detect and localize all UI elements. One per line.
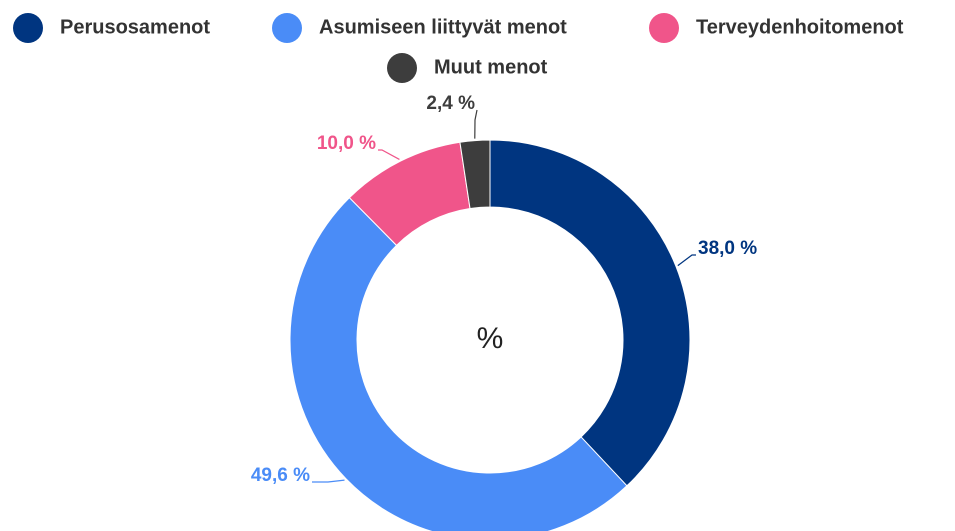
leader-line — [312, 479, 345, 483]
leader-line — [677, 254, 696, 267]
value-label: 49,6 % — [251, 465, 310, 486]
leader-line — [474, 109, 478, 139]
leader-line — [378, 149, 400, 160]
legend-swatch — [13, 13, 43, 43]
legend-swatch — [649, 13, 679, 43]
donut-segment — [489, 139, 691, 487]
center-label: % — [477, 322, 504, 355]
donut-segment — [289, 196, 628, 531]
legend-swatch — [387, 53, 417, 83]
value-label: 38,0 % — [698, 238, 757, 259]
legend-label: Muut menot — [434, 56, 548, 78]
legend-label: Asumiseen liittyvät menot — [319, 16, 567, 38]
legend-label: Terveydenhoitomenot — [696, 16, 904, 38]
value-label: 2,4 % — [426, 93, 475, 114]
legend-label: Perusosamenot — [60, 16, 210, 38]
value-label: 10,0 % — [317, 133, 376, 154]
legend-swatch — [272, 13, 302, 43]
donut-segment — [459, 139, 491, 210]
